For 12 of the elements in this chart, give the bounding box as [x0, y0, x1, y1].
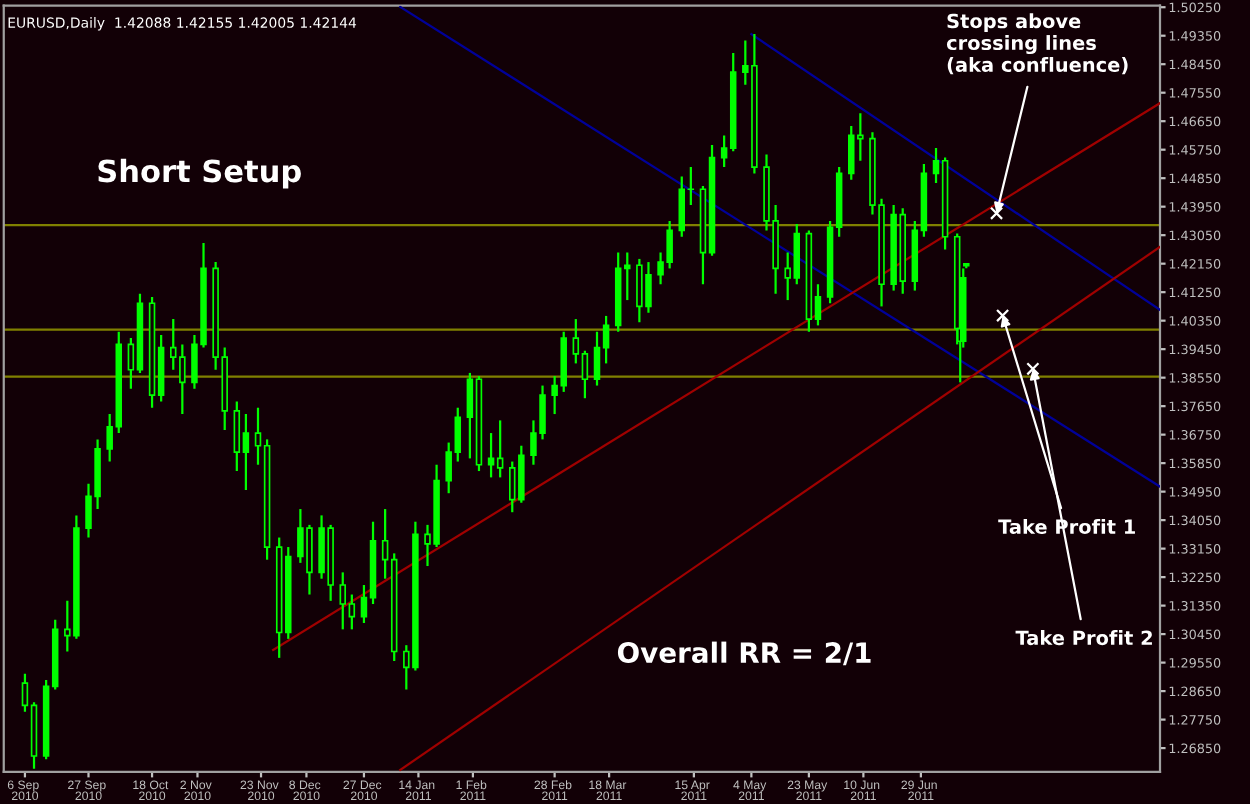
candlestick: [678, 175, 686, 238]
annotation: Short Setup: [98, 158, 301, 189]
candlestick: [496, 419, 504, 479]
candlestick: [233, 400, 241, 473]
candlestick: [487, 431, 495, 479]
candlestick: [593, 330, 601, 387]
candlestick: [466, 371, 474, 460]
annotation: Take Profit 2: [1015, 630, 1152, 646]
annotation: Stops above crossing lines (aka confluence): [946, 13, 1128, 75]
candlestick: [242, 412, 250, 492]
annotation: Overall RR = 2/1: [617, 641, 871, 666]
candlestick: [339, 571, 347, 631]
